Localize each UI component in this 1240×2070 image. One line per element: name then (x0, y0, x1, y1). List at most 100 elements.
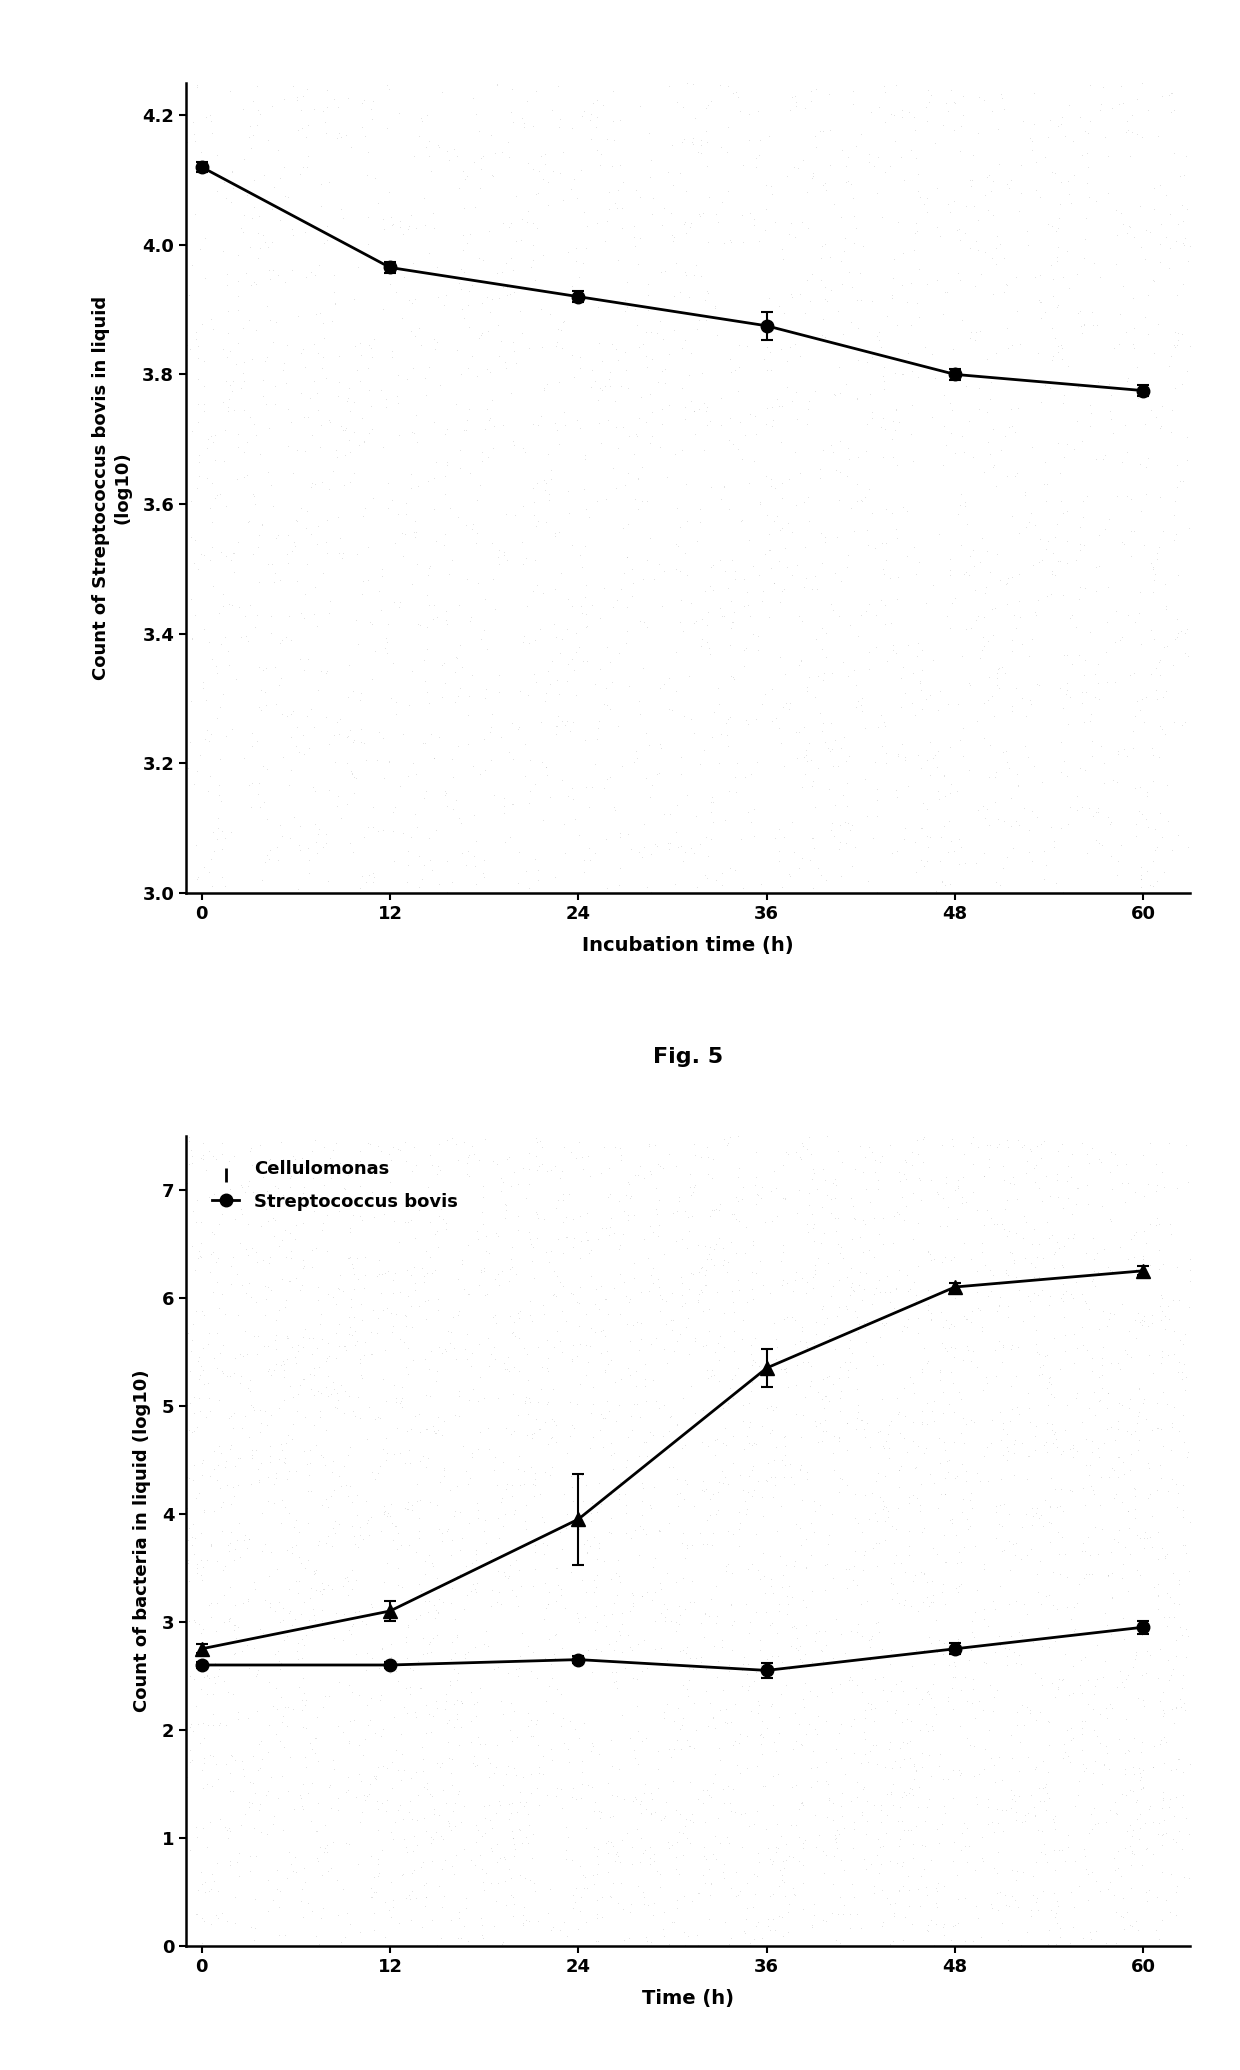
Point (475, 1726, 495, 1760)
Point (243, 476, 263, 509)
Point (997, 1795, 1017, 1828)
Point (697, 625, 717, 658)
Point (195, 1747, 215, 1780)
Point (707, 319, 727, 352)
Point (1017, 215, 1037, 248)
Point (464, 1747, 484, 1780)
Point (501, 1170, 521, 1203)
Point (836, 826, 856, 859)
Point (815, 1308, 835, 1341)
Point (870, 331, 890, 364)
Point (336, 1826, 356, 1859)
Point (856, 1693, 875, 1726)
Point (813, 1290, 833, 1323)
Point (537, 1352, 557, 1385)
Point (382, 339, 402, 373)
Point (300, 1726, 320, 1760)
Point (888, 308, 908, 342)
Point (1126, 1215, 1146, 1248)
Point (1070, 99, 1090, 132)
Point (433, 1203, 453, 1236)
Point (1089, 366, 1109, 400)
Point (1050, 1281, 1070, 1314)
Point (952, 1482, 972, 1515)
Point (856, 1534, 875, 1567)
Point (693, 1859, 713, 1892)
Point (277, 1534, 296, 1567)
Point (587, 1590, 606, 1623)
Point (758, 391, 777, 424)
Point (954, 1401, 973, 1435)
Point (831, 1927, 851, 1960)
Point (1137, 780, 1157, 814)
Point (355, 1271, 374, 1304)
Point (678, 1664, 698, 1697)
Point (857, 1805, 877, 1838)
Point (291, 335, 311, 368)
Point (186, 323, 206, 356)
Point (1152, 389, 1172, 422)
Point (703, 805, 723, 838)
Point (837, 766, 857, 799)
Point (573, 246, 593, 279)
Point (735, 760, 755, 793)
Point (294, 1586, 314, 1619)
Point (241, 1364, 260, 1397)
Point (336, 1921, 356, 1954)
Point (216, 540, 236, 573)
Point (786, 1621, 806, 1654)
Point (1075, 1840, 1095, 1873)
Point (808, 751, 828, 785)
Point (348, 627, 368, 660)
Point (459, 1138, 479, 1172)
Point (621, 1521, 641, 1555)
Point (503, 1695, 523, 1728)
Point (658, 155, 678, 188)
Point (1161, 416, 1180, 449)
Point (1071, 1536, 1091, 1569)
Point (384, 1439, 404, 1472)
Point (1044, 1252, 1064, 1285)
Point (682, 1797, 702, 1830)
Point (729, 1497, 749, 1530)
Point (831, 565, 851, 598)
Point (740, 1606, 760, 1639)
Point (451, 356, 471, 389)
Point (909, 1317, 929, 1350)
Point (842, 1223, 862, 1256)
Point (527, 1199, 547, 1232)
Point (502, 706, 522, 739)
Point (502, 789, 522, 822)
Point (267, 1348, 286, 1381)
Point (811, 1228, 831, 1261)
Point (1048, 110, 1068, 143)
Point (861, 1644, 880, 1677)
Point (373, 1490, 393, 1524)
Point (748, 1466, 768, 1499)
Point (945, 1461, 965, 1495)
Point (491, 1174, 511, 1207)
Point (982, 1805, 1002, 1838)
Point (538, 1341, 558, 1374)
Point (766, 1836, 786, 1869)
Point (616, 1279, 636, 1312)
Point (956, 1925, 976, 1958)
Point (336, 1333, 356, 1366)
Point (420, 1486, 440, 1519)
Point (890, 1751, 910, 1784)
Point (601, 1563, 621, 1596)
Point (1174, 1687, 1194, 1720)
Point (936, 1209, 956, 1242)
Point (1101, 1410, 1121, 1443)
Point (280, 1370, 300, 1403)
Point (742, 1652, 761, 1685)
Point (1039, 1728, 1059, 1762)
Point (1151, 1724, 1171, 1757)
Point (544, 275, 564, 308)
Point (543, 1911, 563, 1944)
Point (232, 1199, 252, 1232)
Point (941, 75, 961, 108)
Point (1076, 1167, 1096, 1201)
Point (490, 549, 510, 582)
Point (559, 497, 579, 530)
